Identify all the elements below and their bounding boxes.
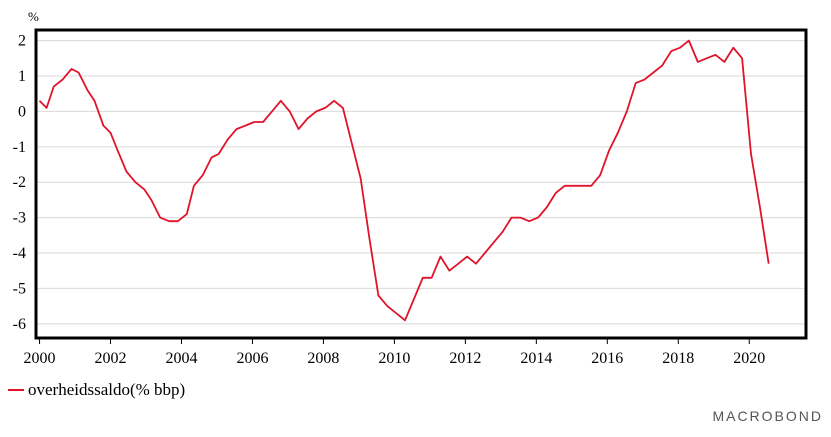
x-tick-label: 2006 — [236, 350, 268, 367]
x-tick-label: 2000 — [24, 350, 56, 367]
y-tick-label: -4 — [13, 245, 26, 262]
y-tick-label: -1 — [13, 139, 26, 156]
x-tick-label: 2004 — [165, 350, 197, 367]
legend: overheidssaldo(% bbp) — [8, 380, 185, 400]
x-tick-label: 2008 — [307, 350, 339, 367]
x-tick-label: 2014 — [520, 350, 552, 367]
legend-swatch — [8, 389, 24, 391]
y-tick-label: 0 — [18, 103, 26, 120]
plot-frame — [34, 28, 808, 340]
y-tick-label: -6 — [13, 316, 26, 333]
y-axis-unit-label: % — [28, 9, 39, 24]
y-axis-ticks: 2 1 0 -1 -2 -3 -4 -5 -6 — [13, 33, 26, 333]
y-tick-label: -2 — [13, 174, 26, 191]
x-tick-label: 2018 — [662, 350, 694, 367]
grid-lines — [36, 40, 806, 325]
x-tick-label: 2012 — [449, 350, 481, 367]
y-tick-label: -3 — [13, 210, 26, 227]
brand-watermark: MACROBOND — [712, 408, 823, 424]
y-tick-label: -5 — [13, 280, 26, 297]
series-layer — [38, 39, 770, 322]
x-tick-label: 2016 — [591, 350, 623, 367]
series-line-overheidssaldo — [38, 39, 770, 322]
y-tick-label: 2 — [18, 33, 26, 50]
x-tick-label: 2002 — [95, 350, 127, 367]
y-tick-label: 1 — [18, 68, 26, 85]
x-tick-label: 2020 — [733, 350, 765, 367]
legend-label: overheidssaldo(% bbp) — [28, 380, 186, 399]
x-tick-label: 2010 — [378, 350, 410, 367]
x-axis-ticks: 2000 2002 2004 2006 2008 2010 2012 2014 2016 2018… — [24, 338, 765, 367]
